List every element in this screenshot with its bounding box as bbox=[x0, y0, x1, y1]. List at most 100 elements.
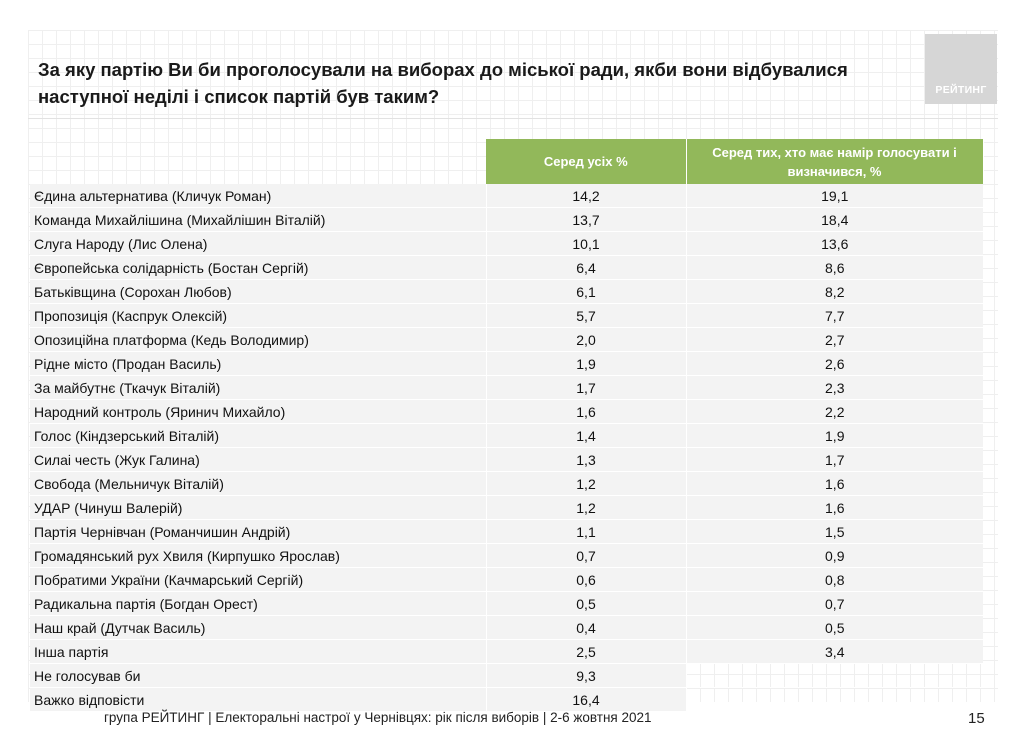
value-decided: 3,4 bbox=[685, 639, 983, 664]
value-all: 6,4 bbox=[485, 255, 686, 280]
table-row: Єдина альтернатива (Кличук Роман) 14,2 19,… bbox=[30, 184, 983, 208]
party-name: Побратими України (Качмарський Сергій) bbox=[30, 567, 486, 592]
party-name: Силаі честь (Жук Галина) bbox=[30, 447, 486, 472]
party-name: Свобода (Мельничук Віталій) bbox=[30, 471, 486, 496]
party-name: Команда Михайлішина (Михайлішин Віталій) bbox=[30, 207, 486, 232]
party-name: Європейська солідарність (Бостан Сергій) bbox=[30, 255, 486, 280]
value-all: 5,7 bbox=[485, 303, 686, 328]
party-name: Громадянський рух Хвиля (Кирпушко Яросла… bbox=[30, 543, 486, 568]
divider bbox=[28, 118, 998, 119]
value-decided: 2,3 bbox=[685, 375, 983, 400]
value-all: 1,9 bbox=[485, 351, 686, 376]
table-row: Побратими України (Качмарський Сергій) 0,… bbox=[30, 567, 983, 592]
party-name: Єдина альтернатива (Кличук Роман) bbox=[30, 184, 486, 208]
table-row: УДАР (Чинуш Валерій) 1,2 1,6 bbox=[30, 495, 983, 520]
value-all: 1,2 bbox=[485, 495, 686, 520]
table-row: Голос (Кіндзерський Віталій) 1,4 1,9 bbox=[30, 423, 983, 448]
table-row: Команда Михайлішина (Михайлішин Віталій)… bbox=[30, 207, 983, 232]
value-decided: 1,7 bbox=[685, 447, 983, 472]
page-number: 15 bbox=[968, 710, 985, 727]
party-name: За майбутнє (Ткачук Віталій) bbox=[30, 375, 486, 400]
value-decided: 2,2 bbox=[685, 399, 983, 424]
party-name: Наш край (Дутчак Василь) bbox=[30, 615, 486, 640]
footer-text: група РЕЙТИНГ | Електоральні настрої у Ч… bbox=[104, 710, 652, 725]
table-row: Громадянський рух Хвиля (Кирпушко Яросла… bbox=[30, 543, 983, 568]
table-header-row: Серед усіх % Серед тих, хто має намір го… bbox=[30, 139, 984, 184]
value-all: 9,3 bbox=[485, 663, 686, 688]
value-decided: 8,6 bbox=[685, 255, 983, 280]
table-row: Важко відповісти 16,4 bbox=[30, 687, 983, 712]
value-decided: 19,1 bbox=[685, 184, 983, 208]
party-name: Не голосував би bbox=[30, 663, 486, 688]
value-all: 0,7 bbox=[485, 543, 686, 568]
table-row: Європейська солідарність (Бостан Сергій)… bbox=[30, 255, 983, 280]
value-all: 2,0 bbox=[485, 327, 686, 352]
party-name: Інша партія bbox=[30, 639, 486, 664]
rating-logo: РЕЙТИНГ bbox=[925, 34, 997, 104]
party-name: Партія Чернівчан (Романчишин Андрій) bbox=[30, 519, 486, 544]
table-row: Силаі честь (Жук Галина) 1,3 1,7 bbox=[30, 447, 983, 472]
party-name: Народний контроль (Яринич Михайло) bbox=[30, 399, 486, 424]
value-all: 1,7 bbox=[485, 375, 686, 400]
header-blank bbox=[30, 139, 486, 184]
value-all: 10,1 bbox=[485, 231, 686, 256]
header-decided: Серед тих, хто має намір голосувати і ви… bbox=[686, 139, 984, 184]
value-decided: 7,7 bbox=[685, 303, 983, 328]
value-all: 13,7 bbox=[485, 207, 686, 232]
value-all: 1,6 bbox=[485, 399, 686, 424]
value-all: 2,5 bbox=[485, 639, 686, 664]
results-table: Серед усіх % Серед тих, хто має намір го… bbox=[30, 139, 984, 712]
value-decided bbox=[685, 663, 983, 688]
party-name: Рідне місто (Продан Василь) bbox=[30, 351, 486, 376]
value-decided: 0,5 bbox=[685, 615, 983, 640]
table-row: Опозиційна платформа (Кедь Володимир) 2,0… bbox=[30, 327, 983, 352]
value-decided: 0,9 bbox=[685, 543, 983, 568]
value-decided: 2,6 bbox=[685, 351, 983, 376]
table-row: Рідне місто (Продан Василь) 1,9 2,6 bbox=[30, 351, 983, 376]
party-name: Слуга Народу (Лис Олена) bbox=[30, 231, 486, 256]
header-all: Серед усіх % bbox=[486, 139, 687, 184]
table-row: За майбутнє (Ткачук Віталій) 1,7 2,3 bbox=[30, 375, 983, 400]
party-name: Радикальна партія (Богдан Орест) bbox=[30, 591, 486, 616]
value-decided: 2,7 bbox=[685, 327, 983, 352]
table-row: Партія Чернівчан (Романчишин Андрій) 1,1 1… bbox=[30, 519, 983, 544]
value-all: 6,1 bbox=[485, 279, 686, 304]
value-decided: 18,4 bbox=[685, 207, 983, 232]
value-decided: 1,9 bbox=[685, 423, 983, 448]
slide-title: За яку партію Ви би проголосували на виб… bbox=[38, 59, 848, 107]
value-all: 1,1 bbox=[485, 519, 686, 544]
value-all: 1,2 bbox=[485, 471, 686, 496]
value-all: 0,6 bbox=[485, 567, 686, 592]
table-row: Наш край (Дутчак Василь) 0,4 0,5 bbox=[30, 615, 983, 640]
table-row: Пропозиція (Каспрук Олексій) 5,7 7,7 bbox=[30, 303, 983, 328]
party-name: Голос (Кіндзерський Віталій) bbox=[30, 423, 486, 448]
table-body: Єдина альтернатива (Кличук Роман) 14,2 19,… bbox=[30, 184, 983, 712]
party-name: Пропозиція (Каспрук Олексій) bbox=[30, 303, 486, 328]
value-all: 1,4 bbox=[485, 423, 686, 448]
table-row: Інша партія 2,5 3,4 bbox=[30, 639, 983, 664]
value-decided: 1,5 bbox=[685, 519, 983, 544]
table-row: Батьківщина (Сорохан Любов) 6,1 8,2 bbox=[30, 279, 983, 304]
value-decided: 0,7 bbox=[685, 591, 983, 616]
logo-text: РЕЙТИНГ bbox=[935, 84, 987, 96]
value-decided: 1,6 bbox=[685, 471, 983, 496]
value-all: 0,5 bbox=[485, 591, 686, 616]
party-name: УДАР (Чинуш Валерій) bbox=[30, 495, 486, 520]
value-all: 14,2 bbox=[485, 184, 686, 208]
value-decided: 1,6 bbox=[685, 495, 983, 520]
value-all: 16,4 bbox=[485, 687, 686, 712]
table-row: Слуга Народу (Лис Олена) 10,1 13,6 bbox=[30, 231, 983, 256]
value-decided: 8,2 bbox=[685, 279, 983, 304]
value-all: 0,4 bbox=[485, 615, 686, 640]
table-row: Радикальна партія (Богдан Орест) 0,5 0,7 bbox=[30, 591, 983, 616]
table-row: Народний контроль (Яринич Михайло) 1,6 2,2 bbox=[30, 399, 983, 424]
value-all: 1,3 bbox=[485, 447, 686, 472]
party-name: Важко відповісти bbox=[30, 687, 486, 712]
party-name: Опозиційна платформа (Кедь Володимир) bbox=[30, 327, 486, 352]
table-row: Не голосував би 9,3 bbox=[30, 663, 983, 688]
party-name: Батьківщина (Сорохан Любов) bbox=[30, 279, 486, 304]
value-decided: 13,6 bbox=[685, 231, 983, 256]
table-row: Свобода (Мельничук Віталій) 1,2 1,6 bbox=[30, 471, 983, 496]
value-decided: 0,8 bbox=[685, 567, 983, 592]
value-decided bbox=[685, 687, 983, 712]
